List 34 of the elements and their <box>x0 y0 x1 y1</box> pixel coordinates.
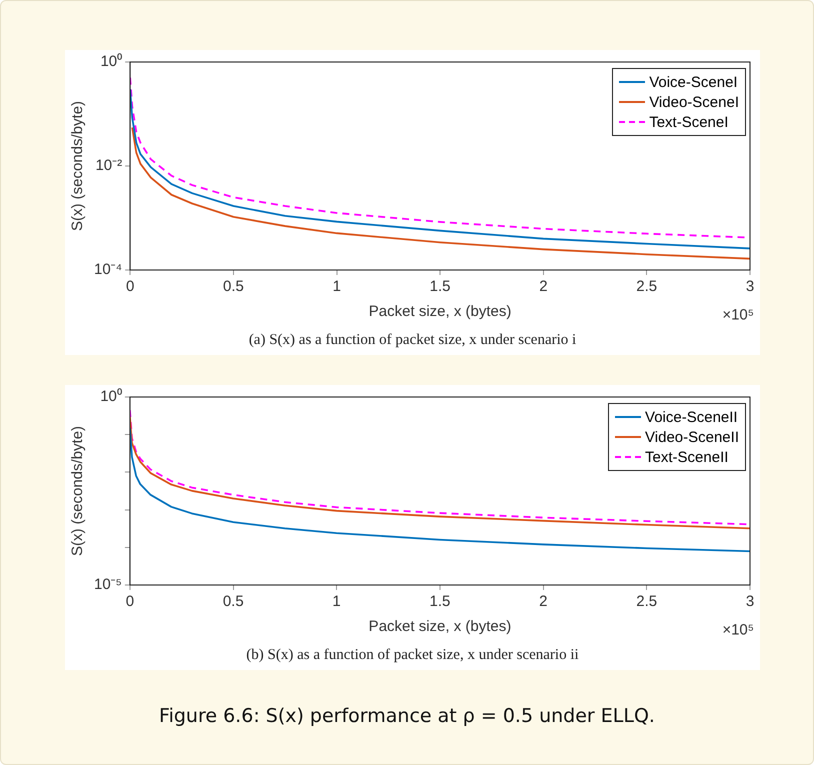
caption: Figure 6.6: S(x) performance at ρ = 0.5 under ELLQ. <box>158 705 656 727</box>
x-tick-label: 0.5 <box>222 593 244 610</box>
x-tick-label: 3 <box>746 593 754 610</box>
text: ×10⁵ <box>722 306 754 324</box>
x-tick-label: 1.5 <box>430 278 450 296</box>
y-axis-title: S(x) (seconds/byte) <box>69 426 86 556</box>
x-tick-label: 2 <box>539 278 548 296</box>
text: (a) S(x) as a function of packet size, x under scenario i <box>248 331 578 350</box>
text: (b) S(x) as a function of packet size, x under scenario ii <box>245 646 580 665</box>
legend-label: Video-SceneII <box>645 428 739 446</box>
legend-label: Video-SceneI <box>649 94 739 110</box>
x-tick-label: 1.5 <box>430 593 450 610</box>
y-tick-label: 10⁻² <box>95 157 122 174</box>
x-tick-label: 0.5 <box>223 278 244 296</box>
x-axis-title: Packet size, x (bytes) <box>368 303 512 320</box>
x-tick-label: 2.5 <box>636 593 658 610</box>
x-tick-label: 2 <box>539 593 548 610</box>
y-tick-label: 10⁻⁴ <box>94 261 122 278</box>
text: ×10⁵ <box>722 622 754 639</box>
legend-label: Voice-SceneII <box>645 408 738 426</box>
x-tick-label: 1 <box>332 593 341 610</box>
x-tick-label: 0 <box>126 593 134 610</box>
x-tick-label: 2.5 <box>636 278 658 296</box>
legend-label: Text-SceneII <box>645 448 728 466</box>
x-tick-label: 1 <box>332 278 341 296</box>
x-tick-label: 3 <box>746 278 754 296</box>
y-tick-label: 10⁰ <box>100 53 122 70</box>
y-axis-title: S(x) (seconds/byte) <box>69 100 86 232</box>
y-tick-label: 10⁻⁵ <box>94 576 122 594</box>
x-axis-title: Packet size, x (bytes) <box>368 618 512 636</box>
x-tick-label: 0 <box>126 278 134 296</box>
legend-label: Voice-SceneI <box>649 74 738 90</box>
y-tick-label: 10⁰ <box>100 388 122 406</box>
legend-label: Text-SceneI <box>649 114 728 130</box>
